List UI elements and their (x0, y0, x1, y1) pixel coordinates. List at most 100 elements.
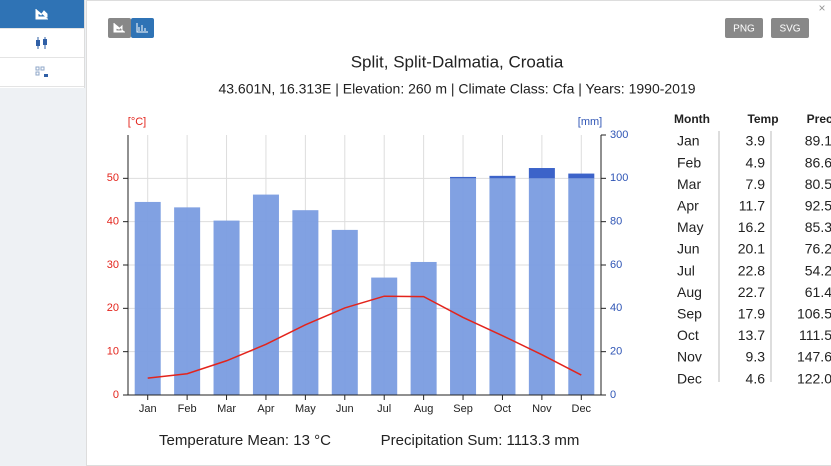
table-cell: 80.5 (805, 176, 831, 192)
table-cell: 111.5 (799, 327, 831, 343)
table-header: Month (674, 112, 710, 126)
y-axis-label: [°C] (128, 116, 146, 128)
table-header: Temp (747, 112, 778, 126)
y-tick-label: 40 (107, 216, 119, 228)
table-cell: 13.7 (738, 327, 765, 343)
table-cell: 147.6 (797, 349, 831, 365)
table-cell: 3.9 (746, 133, 766, 149)
bar (489, 178, 516, 395)
chart: PNG SVG × Split, Split-Dalmatia, Croatia… (107, 1, 831, 449)
y2-tick-label: 40 (610, 302, 622, 314)
x-tick-label: Oct (494, 403, 511, 415)
table-cell: 76.2 (805, 241, 831, 257)
y-tick-label: 0 (113, 389, 119, 401)
panel: PNG SVG × Split, Split-Dalmatia, Croatia… (86, 0, 831, 466)
bar (174, 207, 201, 395)
svg-label: SVG (779, 24, 800, 35)
bar (450, 178, 477, 395)
x-tick-label: Sep (453, 403, 473, 415)
chart-tab[interactable] (0, 0, 84, 29)
bar-overflow (489, 175, 516, 179)
table-cell: Dec (677, 370, 702, 386)
table-cell: Sep (677, 306, 702, 322)
y-tick-label: 30 (107, 259, 119, 271)
temp-line (147, 295, 582, 379)
y-tick-label: 50 (107, 172, 119, 184)
table-cell: Mar (677, 176, 701, 192)
table-cell: 22.7 (738, 284, 765, 300)
table-cell: 92.5 (805, 198, 831, 214)
close-button[interactable]: × (818, 1, 825, 15)
table-cell: Jul (677, 262, 695, 278)
bar (528, 178, 555, 395)
boxplot-tab[interactable] (0, 29, 84, 58)
x-tick-label: Apr (257, 403, 274, 415)
icon (136, 23, 148, 33)
table-cell: 89.1 (805, 133, 831, 149)
png-button[interactable] (725, 18, 763, 38)
x-tick-label: Aug (414, 403, 434, 415)
table-cell: Feb (677, 154, 701, 170)
table-cell: 106.5 (797, 306, 831, 322)
table-cell: Apr (677, 198, 699, 214)
table-cell: 122.0 (797, 370, 831, 386)
table-cell: Jan (677, 133, 700, 149)
table-cell: 7.9 (746, 176, 766, 192)
chart-title: Split, Split-Dalmatia, Croatia (351, 52, 564, 71)
table-cell: 61.4 (805, 284, 831, 300)
table-cell: 85.3 (805, 219, 831, 235)
table-cell: Jun (677, 241, 700, 257)
icon (113, 23, 125, 33)
y2-tick-label: 20 (610, 346, 622, 358)
x-tick-label: Mar (217, 403, 236, 415)
bar (213, 220, 240, 395)
table-cell: 22.8 (738, 262, 765, 278)
y-tick-label: 20 (107, 302, 119, 314)
bar (134, 201, 161, 395)
table-cell: May (677, 219, 703, 235)
table-cell: 17.9 (738, 306, 765, 322)
y2-tick-label: 60 (610, 259, 622, 271)
bar (371, 277, 398, 395)
bar (252, 194, 279, 395)
y2-tick-label: 300 (610, 129, 628, 141)
y2-tick-label: 0 (610, 389, 616, 401)
table-cell: Nov (677, 349, 702, 365)
x-tick-label: Feb (178, 403, 197, 415)
chart-subtitle: 43.601N, 16.313E | Elevation: 260 m | Cl… (218, 81, 695, 97)
footer-temp: Temperature Mean: 13 °C (159, 432, 331, 449)
x-tick-label: Jan (139, 403, 157, 415)
x-tick-label: Dec (572, 403, 592, 415)
y2-tick-label: 80 (610, 216, 622, 228)
bar-overflow (528, 168, 555, 179)
table-cell: 4.6 (746, 370, 766, 386)
y2-tick-label: 100 (610, 172, 628, 184)
x-tick-label: Nov (532, 403, 552, 415)
bar (331, 229, 358, 395)
table-cell: 9.3 (746, 349, 766, 365)
table-cell: Aug (677, 284, 702, 300)
x-tick-label: Jul (377, 403, 391, 415)
footer-precip: Precipitation Sum: 1113.3 mm (381, 432, 580, 449)
table-cell: 16.2 (738, 219, 765, 235)
table-cell: 86.6 (805, 154, 831, 170)
bar (292, 210, 319, 395)
png-label: PNG (733, 24, 755, 35)
sidebar (0, 0, 85, 88)
bar-overflow (450, 176, 477, 179)
y2-axis-label: [mm] (578, 116, 602, 128)
bar (568, 178, 595, 395)
table-header: Precip (807, 112, 831, 126)
table-cell: Oct (677, 327, 699, 343)
table-cell: 4.9 (746, 154, 766, 170)
y-tick-label: 10 (107, 346, 119, 358)
table-cell: 54.2 (805, 262, 831, 278)
x-tick-label: Jun (336, 403, 354, 415)
bar-overflow (568, 173, 595, 179)
svg-button[interactable] (771, 18, 809, 38)
table-cell: 11.7 (739, 198, 765, 214)
x-tick-label: May (295, 403, 316, 415)
table-cell: 20.1 (738, 241, 765, 257)
grid-tab[interactable] (0, 58, 84, 87)
